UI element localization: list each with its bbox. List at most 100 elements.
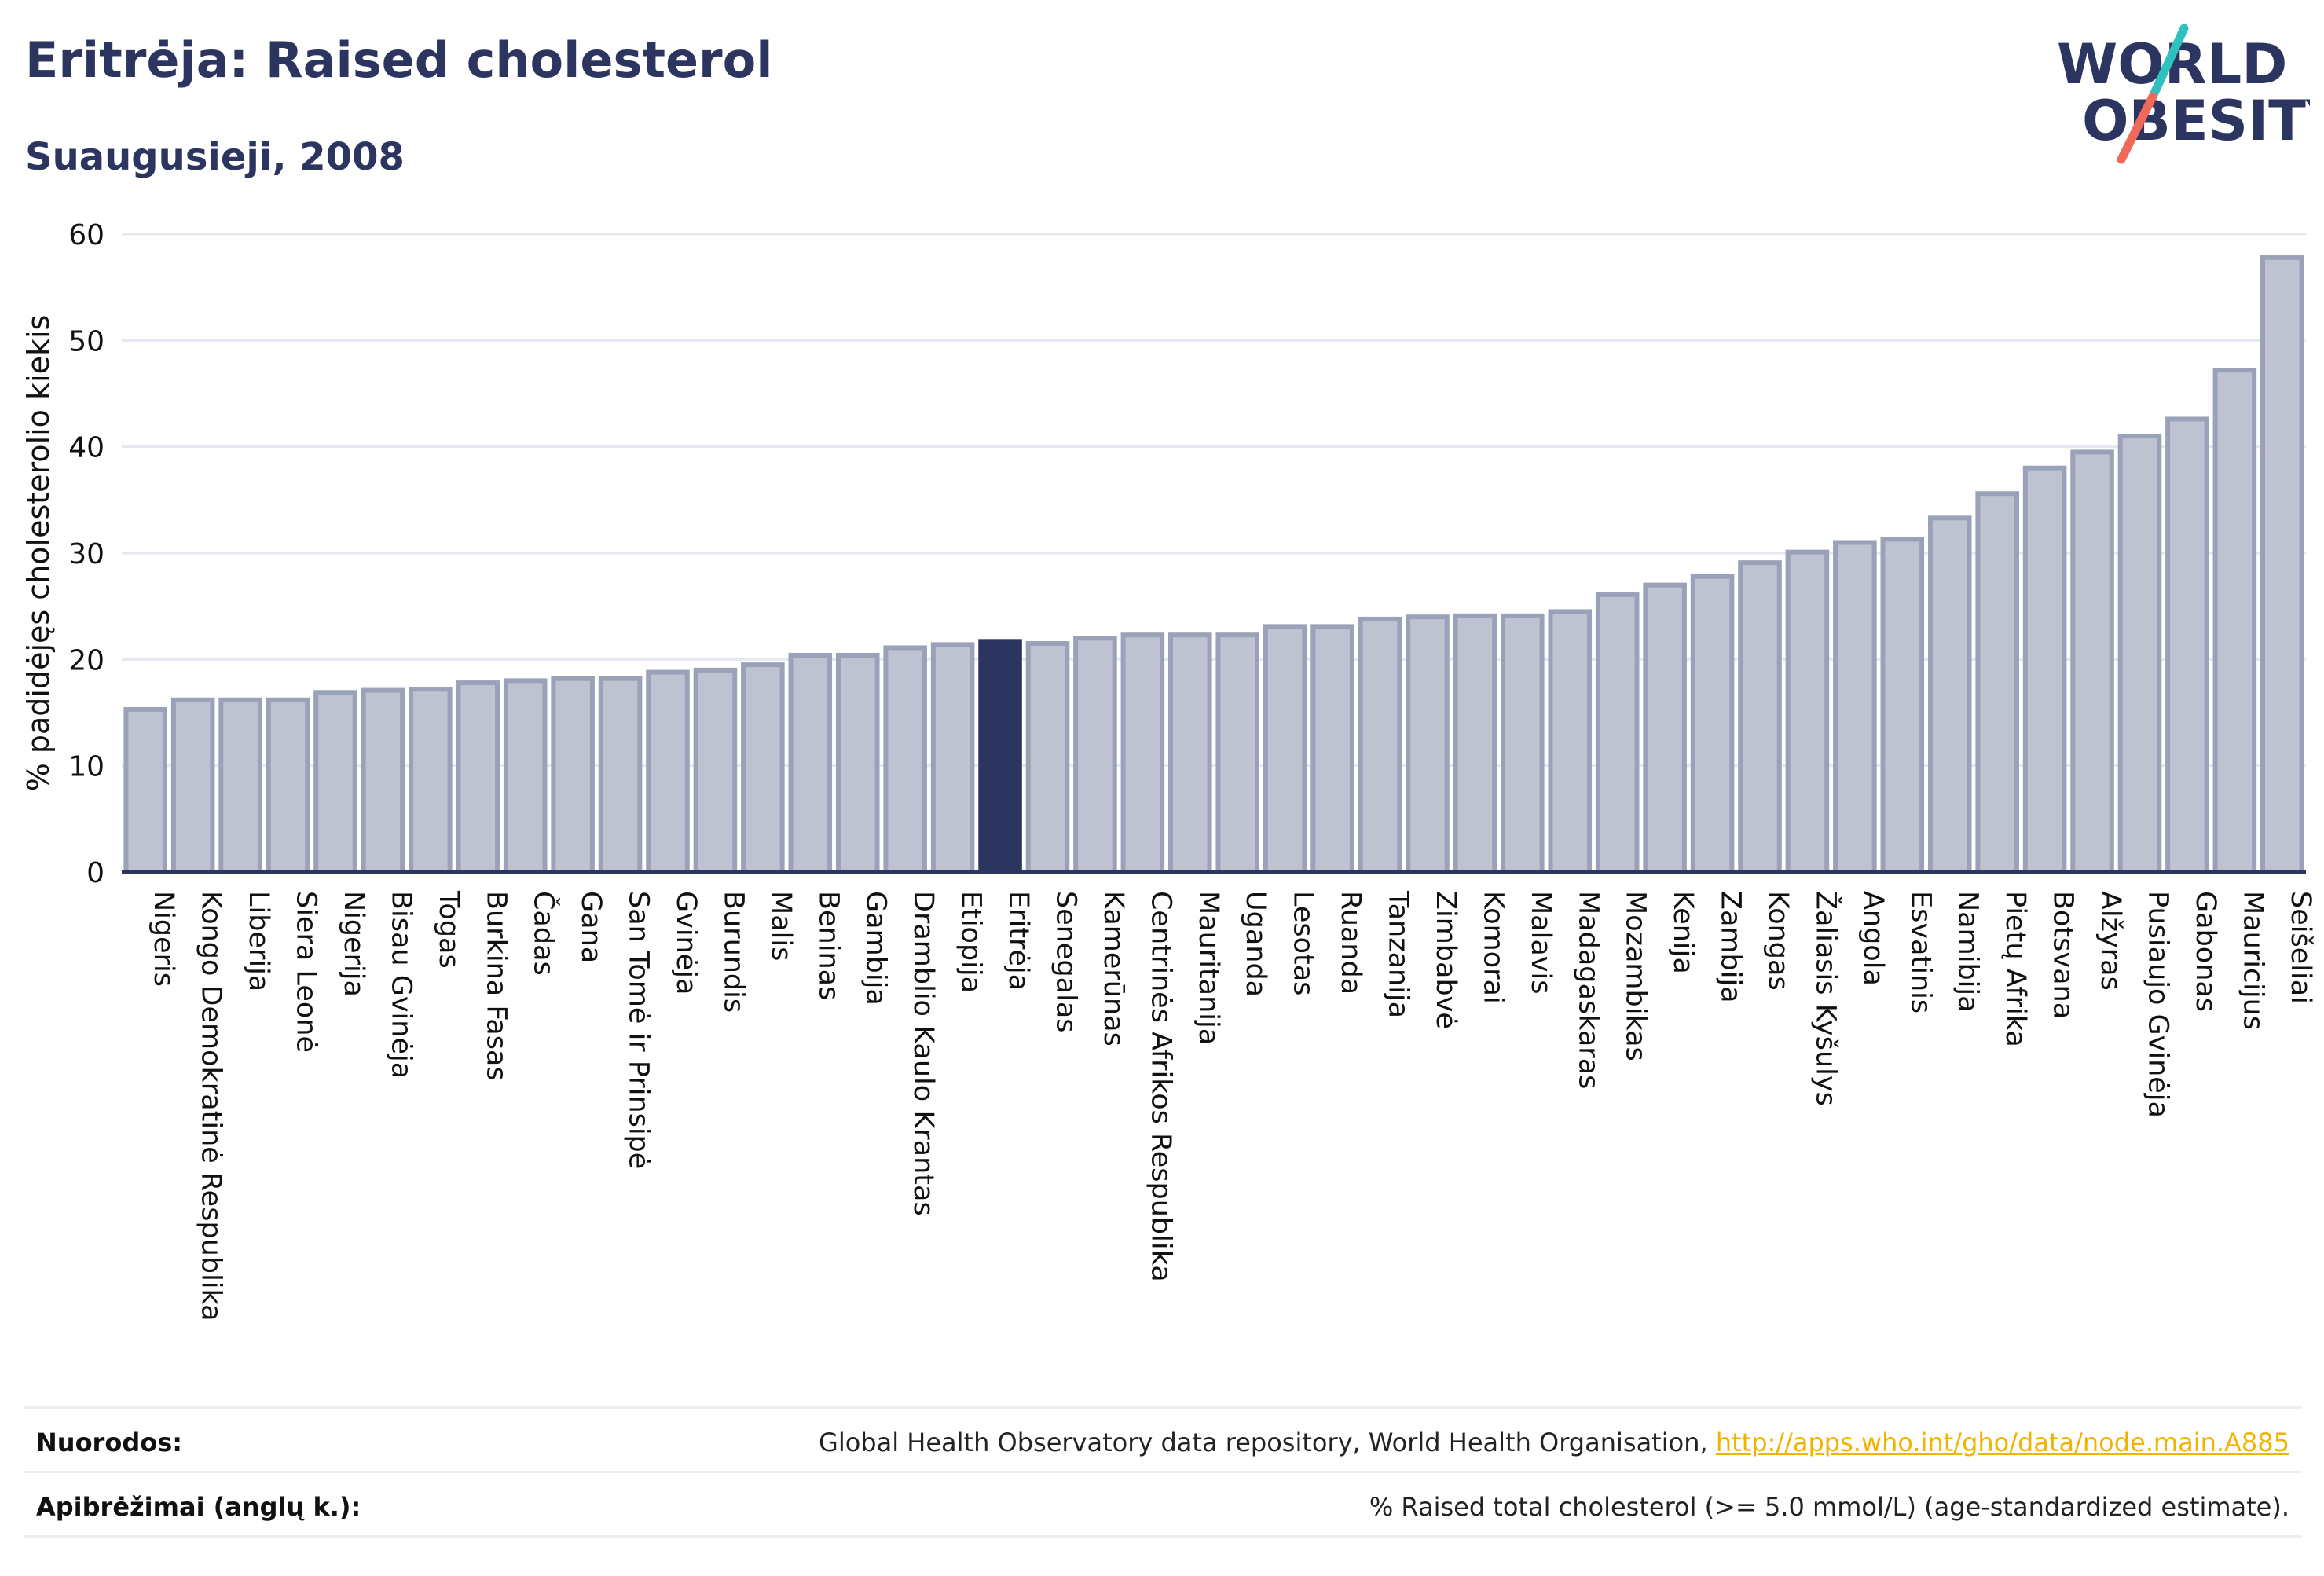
y-tick-labels: 0 10 20 30 40 50 60: [68, 219, 104, 889]
world-obesity-logo: WORLD OBESITY: [2057, 24, 2310, 164]
x-tick-label: Komorai: [1477, 891, 1508, 1004]
bar: [1310, 624, 1354, 874]
footer-definitions-row: Apibrėžimai (anglų k.): % Raised total c…: [24, 1475, 2302, 1539]
logo-slash-coral: [2117, 92, 2157, 164]
x-tick-label: Kongas: [1762, 891, 1794, 991]
bar: [788, 652, 833, 874]
bar: [930, 642, 975, 874]
x-tick-label: Mauritanija: [1193, 891, 1224, 1045]
bar: [409, 687, 453, 875]
bar: [741, 662, 785, 874]
bar: [1548, 609, 1593, 875]
bar: [1073, 636, 1117, 874]
bar: [1263, 624, 1307, 874]
x-tick-label: Ruanda: [1335, 891, 1366, 995]
x-tick-label: Gambija: [860, 891, 892, 1006]
bar: [1453, 613, 1497, 874]
x-tick-label: Mauricijus: [2237, 891, 2268, 1030]
x-tick-label: Zambija: [1715, 891, 1747, 1003]
x-tick-label: Alžyras: [2095, 891, 2126, 991]
bar: [835, 652, 880, 874]
x-tick-label: Tanzanija: [1383, 890, 1414, 1018]
x-tick-label: Nigeris: [148, 891, 179, 987]
sources-label: Nuorodos:: [36, 1428, 183, 1457]
x-tick-label: Pusiaujo Gvinėja: [2142, 891, 2173, 1118]
bar: [2117, 434, 2162, 874]
bar: [1501, 613, 1545, 874]
bar: [883, 645, 927, 874]
y-tick-label: 10: [68, 751, 104, 783]
x-tick-label: Žaliasis Kyšulys: [1809, 891, 1842, 1106]
x-tick-label: Malis: [765, 891, 797, 961]
bar: [1595, 592, 1640, 875]
bar: [1406, 614, 1450, 874]
logo-text-obesity: OBESITY: [2082, 89, 2310, 153]
bar: [598, 676, 643, 875]
x-tick-label: Lesotas: [1288, 891, 1319, 995]
x-tick-label: Senegalas: [1050, 891, 1081, 1033]
x-tick-label: Malavis: [1525, 891, 1556, 995]
footer-divider-top: [24, 1406, 2302, 1409]
bar: [503, 678, 548, 875]
x-tick-label: Burkina Fasas: [480, 891, 511, 1081]
bar: [1738, 560, 1782, 874]
x-tick-label: Madagaskaras: [1572, 891, 1604, 1089]
bar: [646, 669, 690, 874]
x-tick-label: Bisau Gvinėja: [385, 891, 416, 1079]
x-tick-labels: Nigeris Kongo Demokratinė Respublika Liber…: [148, 890, 2316, 1321]
page-subtitle: Suaugusieji, 2008: [25, 135, 405, 179]
bar: [551, 676, 595, 875]
x-tick-label: Seišeliai: [2285, 891, 2316, 1004]
x-tick-label: Pietų Afrika: [2000, 891, 2031, 1047]
bar-highlighted: [978, 639, 1022, 874]
bar: [266, 697, 310, 875]
bar: [1168, 632, 1212, 874]
x-tick-label: Nigerija: [338, 891, 369, 997]
x-tick-label: Gvinėja: [670, 891, 702, 995]
x-tick-label: Centrinės Afrikos Respublika: [1145, 891, 1176, 1282]
bar: [170, 697, 215, 875]
footer-divider-bottom: [24, 1535, 2302, 1538]
x-tick-label: Angola: [1857, 891, 1889, 986]
footer-sources-row: Nuorodos: Global Health Observatory data…: [24, 1410, 2302, 1475]
bar: [1120, 632, 1165, 874]
bar: [2070, 449, 2114, 874]
x-tick-label: Etiopija: [955, 891, 987, 993]
definitions-value: % Raised total cholesterol (>= 5.0 mmol/…: [1369, 1492, 2289, 1522]
bar: [218, 697, 262, 875]
y-axis-label: % padidėjęs cholesterolio kiekis: [21, 315, 56, 792]
bar: [1975, 491, 2019, 874]
x-tick-label: Beninas: [812, 891, 844, 1000]
x-tick-label: Burundis: [717, 891, 749, 1013]
x-tick-label: Botsvana: [2047, 891, 2079, 1019]
x-tick-label: Kongo Demokratinė Respublika: [196, 891, 227, 1321]
x-tick-label: Siera Leonė: [291, 891, 322, 1053]
x-tick-label: Namibija: [1952, 891, 1984, 1013]
x-tick-label: Dramblio Kaulo Krantas: [907, 891, 939, 1216]
x-tick-label: Kamerūnas: [1098, 891, 1129, 1046]
y-tick-label: 50: [68, 325, 104, 357]
x-tick-label: Esvatinis: [1904, 891, 1936, 1013]
bar: [2212, 368, 2257, 874]
bar: [2260, 255, 2304, 875]
y-tick-label: 30: [68, 538, 104, 570]
bar-chart: 0 10 20 30 40 50 60 Nigeris Kongo Demokratinė R…: [21, 219, 2316, 1321]
y-tick-label: 60: [68, 219, 104, 251]
x-tick-label: Uganda: [1240, 891, 1271, 997]
footer-divider-mid: [24, 1471, 2302, 1473]
y-tick-label: 20: [68, 644, 104, 676]
bar: [1358, 616, 1402, 874]
logo-slash-teal: [2148, 24, 2189, 101]
bars: [123, 255, 2304, 875]
bar: [1643, 582, 1687, 874]
bar: [361, 687, 405, 875]
x-tick-label: Zimbabvė: [1430, 891, 1461, 1029]
y-tick-label: 40: [68, 432, 104, 464]
x-tick-label: Gabonas: [2190, 891, 2221, 1012]
x-tick-label: Kenija: [1667, 891, 1699, 974]
definitions-label: Apibrėžimai (anglų k.):: [36, 1492, 361, 1522]
sources-text: Global Health Observatory data repositor…: [819, 1428, 1716, 1457]
bar: [1833, 540, 1877, 874]
x-tick-label: Liberija: [243, 891, 274, 991]
sources-link[interactable]: http://apps.who.int/gho/data/node.main.A…: [1715, 1428, 2289, 1457]
